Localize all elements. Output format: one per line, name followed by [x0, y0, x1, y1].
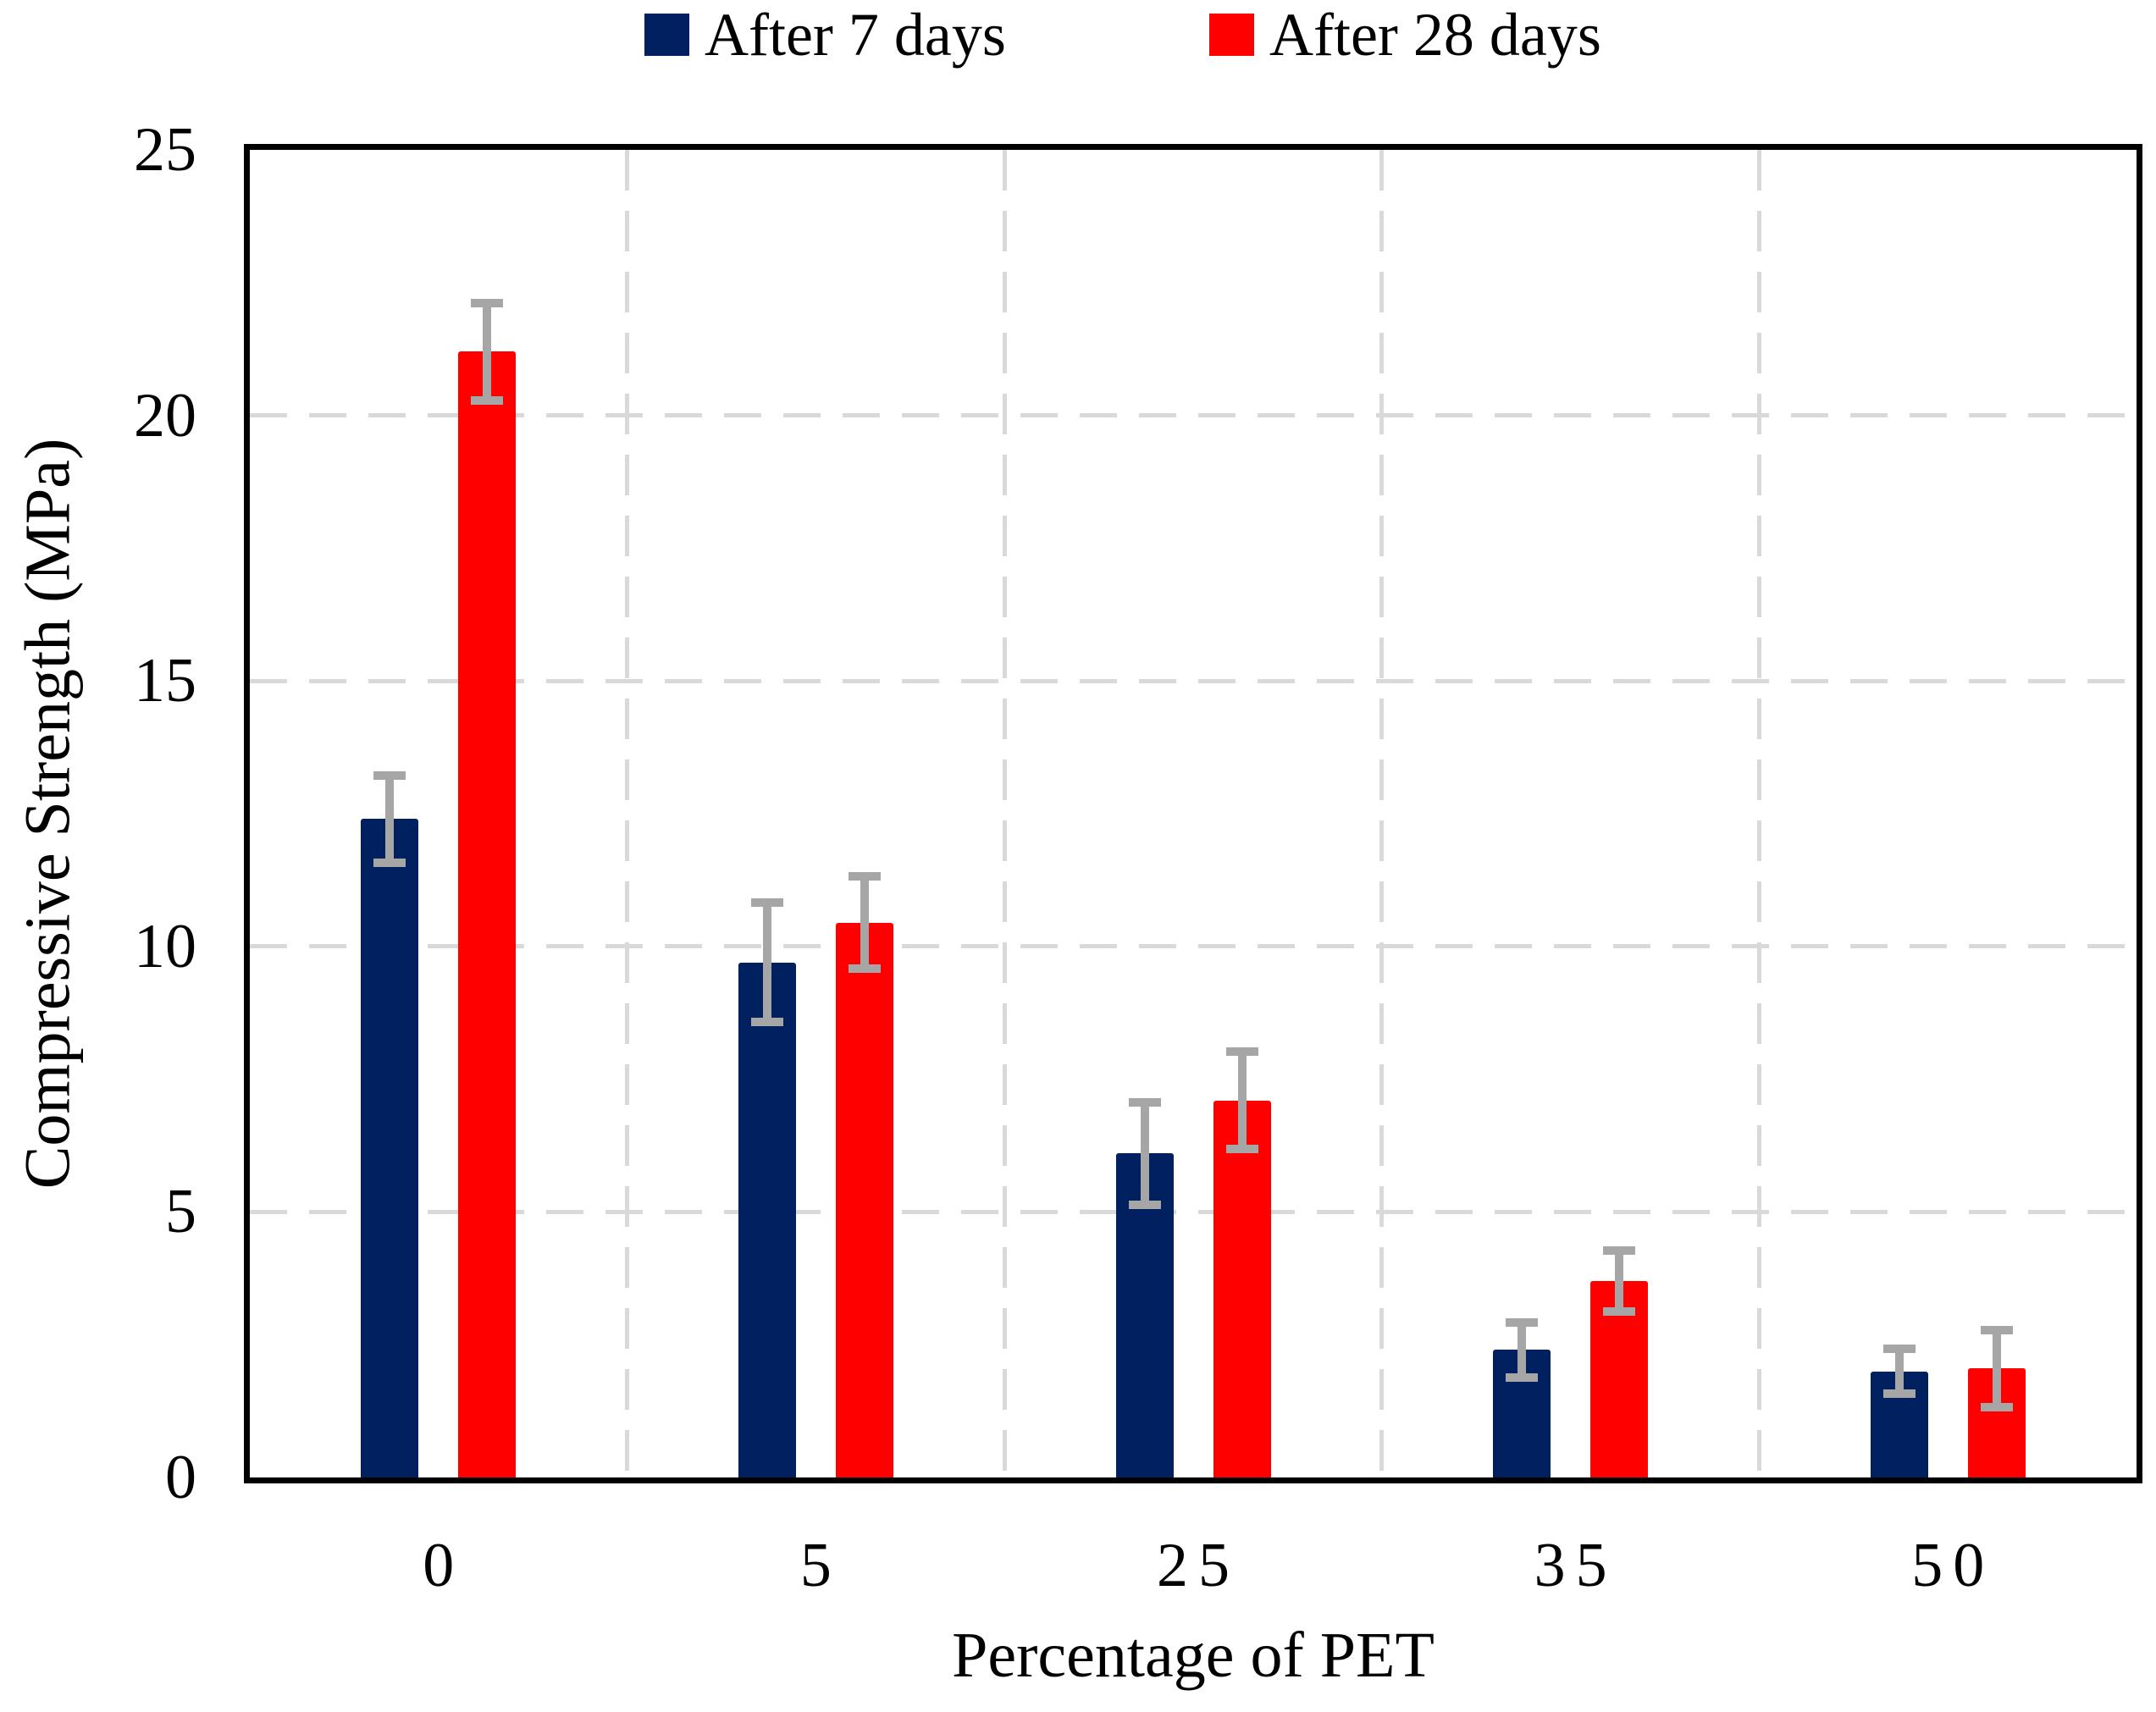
gridline-x-2 — [1002, 150, 1007, 1477]
plot-area — [244, 144, 2142, 1483]
gridline-y-10 — [250, 944, 2137, 949]
error-bar-cap-bottom — [1225, 1145, 1258, 1154]
error-bar-line — [1894, 1345, 1904, 1398]
gridline-x-3 — [1379, 150, 1385, 1477]
bar-after-7-days-pet-5 — [738, 962, 796, 1477]
y-tick-0: 0 — [165, 1443, 196, 1512]
legend-label-after-7-days: After 7 days — [705, 1, 1006, 69]
error-bar-cap-top — [750, 898, 783, 908]
bar-after-28-days-pet-5 — [835, 922, 893, 1477]
error-bar-after-28-days-pet-50 — [1980, 1326, 2013, 1411]
error-bar-cap-bottom — [1506, 1373, 1539, 1383]
error-bar-line — [483, 298, 492, 406]
bar-after-7-days-pet-0 — [361, 819, 419, 1477]
legend-swatch-after-28-days — [1209, 14, 1254, 56]
error-bar-line — [385, 770, 395, 867]
x-tick-35: 35 — [1534, 1531, 1617, 1600]
error-bar-cap-bottom — [471, 396, 504, 406]
x-tick-0: 0 — [423, 1531, 465, 1600]
legend-entry-after-28-days: After 28 days — [1209, 4, 1601, 65]
legend-label-after-28-days: After 28 days — [1269, 1, 1601, 69]
error-bar-after-7-days-pet-0 — [373, 770, 406, 867]
error-bar-cap-bottom — [373, 858, 406, 867]
error-bar-cap-bottom — [1603, 1306, 1636, 1316]
error-bar-cap-top — [1882, 1345, 1916, 1354]
error-bar-cap-top — [848, 872, 881, 881]
y-tick-25: 25 — [134, 115, 196, 185]
x-tick-25: 25 — [1157, 1531, 1240, 1600]
error-bar-line — [1615, 1246, 1624, 1316]
gridline-y-20 — [250, 413, 2137, 418]
error-bar-cap-bottom — [848, 964, 881, 974]
error-bar-cap-bottom — [1128, 1201, 1161, 1210]
error-bar-after-7-days-pet-25 — [1128, 1097, 1161, 1210]
error-bar-after-7-days-pet-5 — [750, 898, 783, 1026]
error-bar-line — [1517, 1317, 1527, 1383]
error-bar-cap-top — [1603, 1246, 1636, 1256]
legend-entry-after-7-days: After 7 days — [644, 4, 1006, 65]
error-bar-after-7-days-pet-35 — [1506, 1317, 1539, 1383]
gridline-x-1 — [625, 150, 630, 1477]
bar-after-28-days-pet-0 — [458, 351, 517, 1477]
y-tick-5: 5 — [165, 1177, 196, 1247]
y-axis-title: Compressive Strength (MPa) — [12, 438, 84, 1190]
gridline-x-4 — [1756, 150, 1761, 1477]
y-tick-10: 10 — [134, 911, 196, 981]
error-bar-cap-top — [1980, 1326, 2013, 1335]
error-bar-cap-bottom — [750, 1017, 783, 1026]
x-tick-50: 50 — [1911, 1531, 1995, 1600]
error-bar-cap-top — [1225, 1047, 1258, 1056]
error-bar-line — [1140, 1097, 1149, 1210]
error-bar-cap-bottom — [1882, 1389, 1916, 1398]
error-bar-after-28-days-pet-5 — [848, 872, 881, 974]
error-bar-cap-top — [1128, 1097, 1161, 1107]
error-bar-after-28-days-pet-25 — [1225, 1047, 1258, 1154]
error-bar-cap-top — [373, 770, 406, 780]
y-tick-15: 15 — [134, 646, 196, 716]
x-axis-title: Percentage of PET — [952, 1620, 1435, 1691]
error-bar-line — [1992, 1326, 2001, 1411]
bar-after-28-days-pet-25 — [1213, 1100, 1271, 1477]
gridline-y-5 — [250, 1209, 2137, 1214]
error-bar-cap-bottom — [1980, 1402, 2013, 1411]
error-bar-after-7-days-pet-50 — [1882, 1345, 1916, 1398]
error-bar-after-28-days-pet-0 — [471, 298, 504, 406]
error-bar-after-28-days-pet-35 — [1603, 1246, 1636, 1316]
x-tick-5: 5 — [799, 1531, 842, 1600]
error-bar-cap-top — [471, 298, 504, 307]
y-tick-20: 20 — [134, 380, 196, 450]
error-bar-line — [860, 872, 869, 974]
error-bar-line — [1237, 1047, 1247, 1154]
error-bar-cap-top — [1506, 1317, 1539, 1327]
gridline-y-15 — [250, 678, 2137, 683]
legend-swatch-after-7-days — [644, 14, 689, 56]
error-bar-line — [762, 898, 771, 1026]
